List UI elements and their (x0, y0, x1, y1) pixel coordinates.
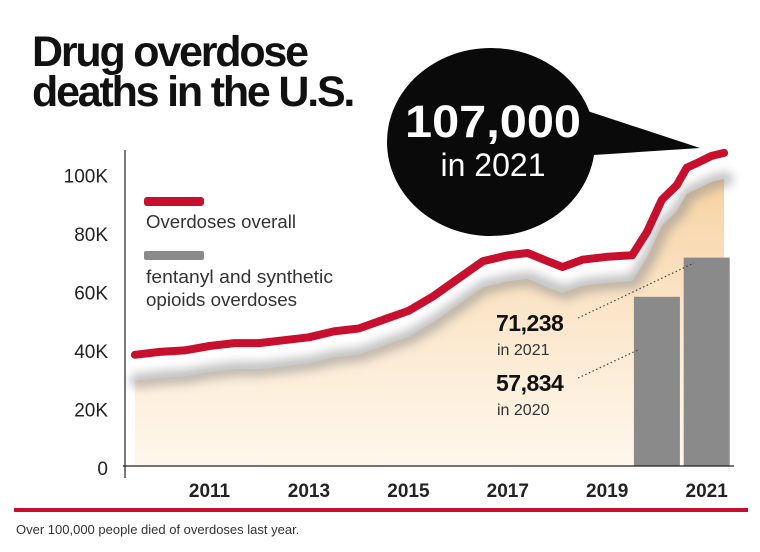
y-tick-label: 80K (74, 225, 108, 246)
y-tick-label: 100K (64, 166, 109, 187)
x-tick-label: 2019 (586, 481, 628, 502)
y-ticks: 0 20K 40K 60K 80K 100K (64, 166, 109, 480)
annotation-value-2020: 57,834 (496, 370, 564, 396)
overall-line (130, 148, 729, 359)
area-fill (134, 178, 725, 466)
legend-label-overall: Overdoses overall (146, 212, 296, 232)
annotation-value-2021: 71,238 (496, 310, 564, 336)
x-tick-label: 2017 (487, 481, 529, 502)
line-shadow (129, 171, 734, 388)
y-tick-label: 60K (74, 283, 108, 304)
y-tick-label: 20K (74, 401, 108, 422)
footer-rule (14, 508, 748, 512)
legend-label-fentanyl-line2: opioids overdoses (146, 290, 297, 310)
x-tick-label: 2015 (387, 481, 430, 502)
annotation-year-2020: in 2020 (497, 402, 550, 419)
y-tick-label: 40K (74, 342, 108, 363)
annotation-leader-2021 (577, 262, 695, 319)
annotation-leader-2020 (577, 349, 639, 379)
x-tick-label: 2011 (189, 481, 231, 502)
y-tick-label: 0 (97, 459, 108, 480)
x-ticks: 2011 2013 2015 2017 2019 2021 (189, 481, 728, 502)
callout-bubble (387, 48, 595, 236)
x-tick-label: 2013 (288, 481, 330, 502)
callout-value: 107,000 (405, 96, 581, 147)
chart-title-line1: Drug overdose (32, 28, 308, 76)
x-tick-label: 2021 (686, 481, 729, 502)
caption: Over 100,000 people died of overdoses la… (16, 522, 300, 537)
legend-swatch-fentanyl (144, 251, 204, 260)
legend-label-fentanyl-line1: fentanyl and synthetic (146, 267, 333, 287)
annotation-year-2021: in 2021 (497, 342, 550, 359)
callout-label: in 2021 (441, 147, 546, 183)
bar-2020 (633, 296, 680, 466)
bar-2021 (683, 257, 730, 466)
legend-swatch-overall (144, 197, 204, 206)
chart-title-line2: deaths in the U.S. (32, 68, 353, 116)
fentanyl-bars (633, 257, 730, 466)
